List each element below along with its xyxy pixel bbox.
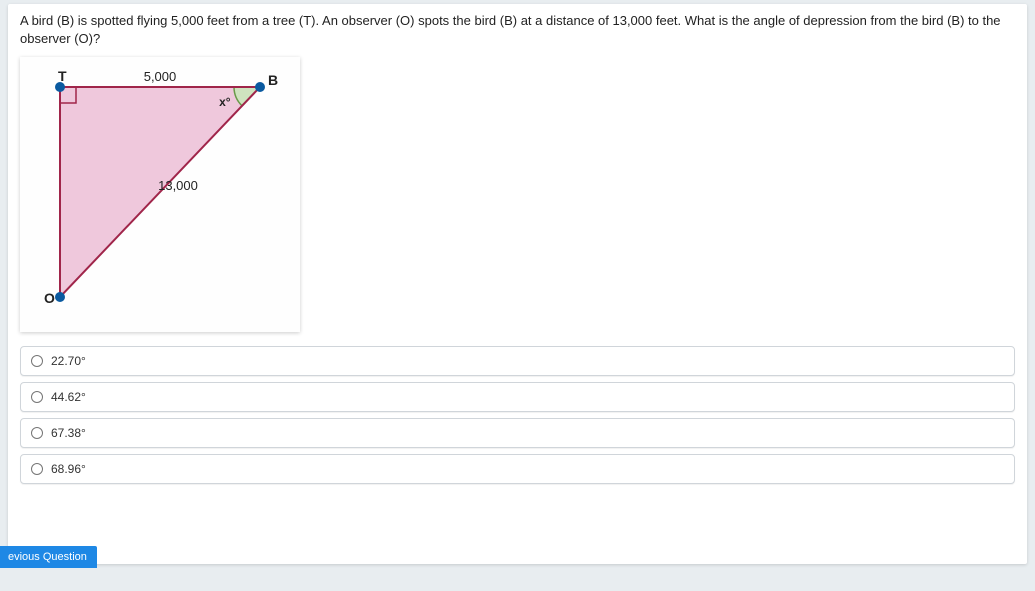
- option-d-radio[interactable]: [31, 463, 43, 475]
- vertex-b: [255, 82, 265, 92]
- options-list: 22.70° 44.62° 67.38° 68.96°: [20, 346, 1015, 484]
- option-a-radio[interactable]: [31, 355, 43, 367]
- label-o: O: [44, 290, 55, 306]
- label-t: T: [58, 68, 67, 84]
- previous-question-label: evious Question: [8, 551, 87, 563]
- option-d[interactable]: 68.96°: [20, 454, 1015, 484]
- option-b-label: 44.62°: [51, 390, 86, 404]
- option-c-label: 67.38°: [51, 426, 86, 440]
- option-c[interactable]: 67.38°: [20, 418, 1015, 448]
- question-page: A bird (B) is spotted flying 5,000 feet …: [8, 4, 1027, 564]
- label-angle: x°: [219, 95, 231, 109]
- label-top-length: 5,000: [144, 69, 177, 84]
- label-hyp-length: 13,000: [158, 178, 198, 193]
- option-b-radio[interactable]: [31, 391, 43, 403]
- question-line-1: A bird (B) is spotted flying 5,000 feet …: [20, 13, 1001, 28]
- question-line-2: observer (O)?: [20, 31, 100, 46]
- diagram-card: T B O 5,000 13,000 x°: [20, 57, 300, 332]
- option-a-label: 22.70°: [51, 354, 86, 368]
- option-d-label: 68.96°: [51, 462, 86, 476]
- option-b[interactable]: 44.62°: [20, 382, 1015, 412]
- option-c-radio[interactable]: [31, 427, 43, 439]
- vertex-o: [55, 292, 65, 302]
- question-text: A bird (B) is spotted flying 5,000 feet …: [20, 12, 1015, 47]
- triangle-diagram: T B O 5,000 13,000 x°: [30, 67, 290, 317]
- label-b: B: [268, 72, 278, 88]
- previous-question-button[interactable]: evious Question: [0, 546, 97, 568]
- option-a[interactable]: 22.70°: [20, 346, 1015, 376]
